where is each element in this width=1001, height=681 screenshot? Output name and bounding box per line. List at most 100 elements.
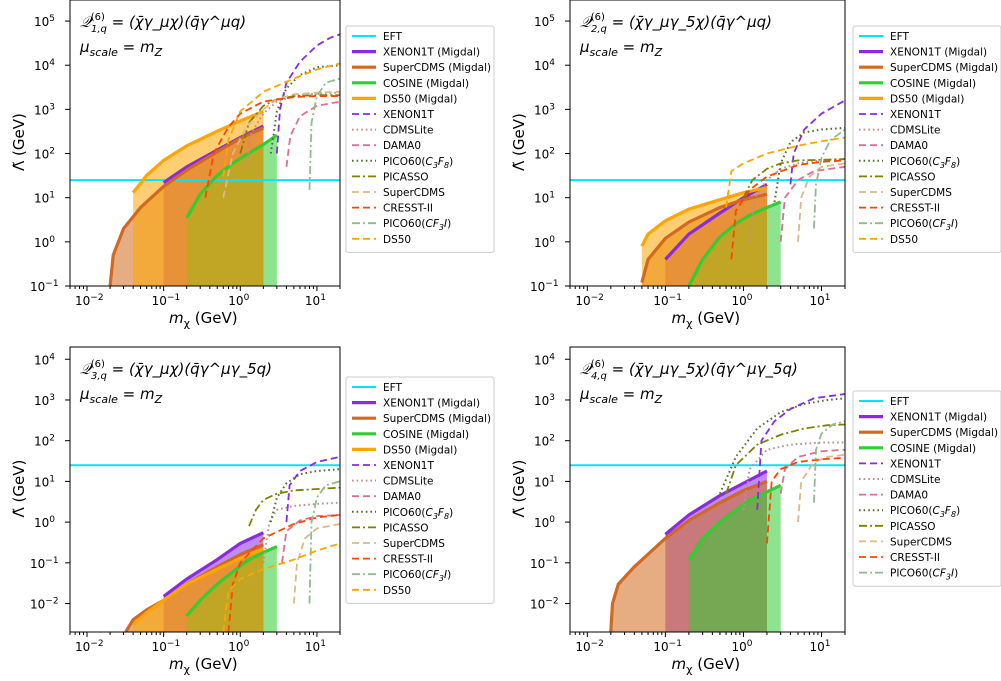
series-supercdms-migdal bbox=[640, 192, 768, 283]
x-tick-label: 10−2 bbox=[575, 293, 604, 308]
y-tick-label: 10−2 bbox=[30, 597, 59, 612]
y-tick-label: 101 bbox=[534, 474, 555, 489]
legend-label-pico60-cf3i: PICO60(CF3I) bbox=[890, 218, 958, 232]
legend-label-ds50-migdal: DS50 (Migdal) bbox=[383, 93, 457, 105]
legend-label-dama0: DAMA0 bbox=[383, 140, 421, 152]
legend-label-xenon1t-migdal: XENON1T (Migdal) bbox=[890, 47, 987, 59]
x-tick-label: 100 bbox=[228, 293, 249, 308]
legend-label-pico60-c3f8: PICO60(C3F8) bbox=[890, 156, 960, 170]
legend-label-ds50: DS50 bbox=[383, 585, 411, 597]
series-supercdms-line bbox=[797, 453, 845, 523]
series-cresst-ii-line bbox=[204, 95, 340, 198]
y-axis-label: Λ̃ (GeV) bbox=[510, 460, 528, 518]
legend-label-cresst-ii: CRESST-II bbox=[890, 552, 940, 564]
series-xenon1t-line bbox=[756, 393, 845, 510]
x-axis-label: mχ (GeV) bbox=[169, 309, 238, 330]
panel-title: 𝒬(6) 2,q = (χ̄γ_μγ_5χ)(q̄γ^μq) bbox=[580, 12, 772, 35]
y-tick-label: 102 bbox=[534, 147, 555, 162]
series-ds50-migdal bbox=[131, 109, 264, 194]
panel-top-left: 10−2 10−1 100 101 10−1 100 101 102 103 104 105 mχ (… bbox=[10, 0, 495, 330]
legend-label-picasso: PICASSO bbox=[890, 171, 936, 183]
axes-frame bbox=[569, 346, 846, 633]
y-tick-label: 103 bbox=[34, 393, 55, 408]
series-dama0-line bbox=[779, 165, 845, 242]
series-xenon1t-line bbox=[275, 33, 340, 154]
y-tick-label: 102 bbox=[534, 434, 555, 449]
panel-top-right: 10−2 10−1 100 101 10−1 100 101 102 103 104 105 mχ (… bbox=[510, 0, 1001, 330]
axes-frame bbox=[69, 346, 341, 633]
legend-label-ds50-migdal: DS50 (Migdal) bbox=[890, 93, 964, 105]
legend-label-supercdms-migdal: SuperCDMS (Migdal) bbox=[890, 427, 998, 439]
legend-label-pico60-c3f8: PICO60(C3F8) bbox=[890, 505, 960, 519]
y-tick-label: 10−2 bbox=[530, 597, 559, 612]
legend-label-cdmslite: CDMSLite bbox=[890, 125, 941, 137]
series-dama0-line bbox=[281, 514, 340, 563]
series-cdmslite-line bbox=[742, 441, 845, 511]
legend-label-cosine-migdal: COSINE (Migdal) bbox=[383, 429, 469, 441]
legend-label-supercdms-migdal: SuperCDMS (Migdal) bbox=[383, 62, 491, 74]
scale-annotation: μscale = mZ bbox=[79, 38, 163, 59]
y-tick-label: 100 bbox=[34, 235, 55, 250]
legend-label-pico60-cf3i: PICO60(CF3I) bbox=[383, 569, 451, 583]
plot-area bbox=[570, 393, 845, 632]
y-tick-label: 105 bbox=[534, 14, 555, 29]
axes-frame bbox=[569, 0, 846, 287]
legend-label-supercdms-migdal: SuperCDMS (Migdal) bbox=[890, 62, 998, 74]
series-cresst-ii-line bbox=[766, 456, 845, 544]
series-pico60-c3f8-line bbox=[719, 397, 845, 495]
y-tick-label: 104 bbox=[34, 58, 55, 73]
fill-ds50-migdal bbox=[133, 548, 264, 632]
x-axis-label: mχ (GeV) bbox=[169, 655, 238, 676]
series-xenon1t-migdal bbox=[664, 469, 768, 536]
series-supercdms-line bbox=[292, 523, 340, 604]
series-ds50-line bbox=[222, 542, 340, 632]
series-supercdms-line bbox=[222, 90, 340, 198]
legend-label-cresst-ii: CRESST-II bbox=[890, 203, 940, 215]
x-tick-label: 101 bbox=[810, 293, 831, 308]
series-cresst-ii-line bbox=[227, 514, 340, 632]
series-dama0-line bbox=[779, 448, 845, 494]
y-tick-label: 10−1 bbox=[30, 556, 59, 571]
y-tick-label: 103 bbox=[534, 102, 555, 117]
legend: EFT XENON1T (Migdal) SuperCDMS (Migdal) COS… bbox=[345, 25, 495, 253]
legend-label-pico60-c3f8: PICO60(C3F8) bbox=[383, 156, 453, 170]
series-xenon1t-line bbox=[789, 99, 845, 185]
legend-label-cosine-migdal: COSINE (Migdal) bbox=[890, 443, 976, 455]
x-tick-label: 10−1 bbox=[152, 293, 181, 308]
legend-label-cdmslite: CDMSLite bbox=[890, 474, 941, 486]
fill-cosine-migdal bbox=[688, 485, 781, 632]
legend-label-supercdms: SuperCDMS bbox=[383, 538, 445, 550]
legend-label-xenon1t: XENON1T bbox=[383, 109, 434, 121]
legend-label-dama0: DAMA0 bbox=[890, 140, 928, 152]
legend-box bbox=[852, 390, 1001, 587]
series-ds50-migdal bbox=[132, 547, 264, 627]
x-axis-label: mχ (GeV) bbox=[672, 309, 741, 330]
legend-label-picasso: PICASSO bbox=[890, 521, 936, 533]
legend-box bbox=[852, 25, 1001, 253]
scale-annotation: μscale = mZ bbox=[79, 385, 163, 406]
y-axis-label: Λ̃ (GeV) bbox=[10, 460, 28, 518]
legend-box bbox=[345, 25, 495, 253]
legend-label-supercdms: SuperCDMS bbox=[383, 187, 445, 199]
x-tick-label: 10−1 bbox=[653, 639, 682, 654]
legend-label-eft: EFT bbox=[383, 31, 402, 43]
panel-title: 𝒬(6) 1,q = (χ̄γ_μχ)(q̄γ^μq) bbox=[80, 12, 246, 35]
legend-label-eft: EFT bbox=[890, 396, 909, 408]
legend-label-cresst-ii: CRESST-II bbox=[383, 203, 433, 215]
series-ds50-migdal bbox=[640, 185, 768, 247]
panel-bottom-right: 10−2 10−1 100 101 10−2 10−1 100 101 102 103 104 mχ … bbox=[510, 346, 1001, 676]
y-tick-label: 10−1 bbox=[530, 556, 559, 571]
y-tick-label: 102 bbox=[34, 434, 55, 449]
legend-box bbox=[345, 376, 495, 604]
series-pico60-c3f8-line bbox=[773, 126, 845, 203]
legend-label-pico60-c3f8: PICO60(C3F8) bbox=[383, 507, 453, 521]
y-tick-label: 101 bbox=[534, 191, 555, 206]
legend-label-eft: EFT bbox=[890, 31, 909, 43]
y-tick-label: 101 bbox=[34, 191, 55, 206]
y-tick-label: 100 bbox=[34, 515, 55, 530]
x-tick-label: 100 bbox=[731, 293, 752, 308]
series-cosine-migdal bbox=[185, 133, 278, 219]
series-pico60-cf3i-line bbox=[308, 77, 340, 190]
y-tick-label: 104 bbox=[534, 58, 555, 73]
legend-label-cresst-ii: CRESST-II bbox=[383, 554, 433, 566]
